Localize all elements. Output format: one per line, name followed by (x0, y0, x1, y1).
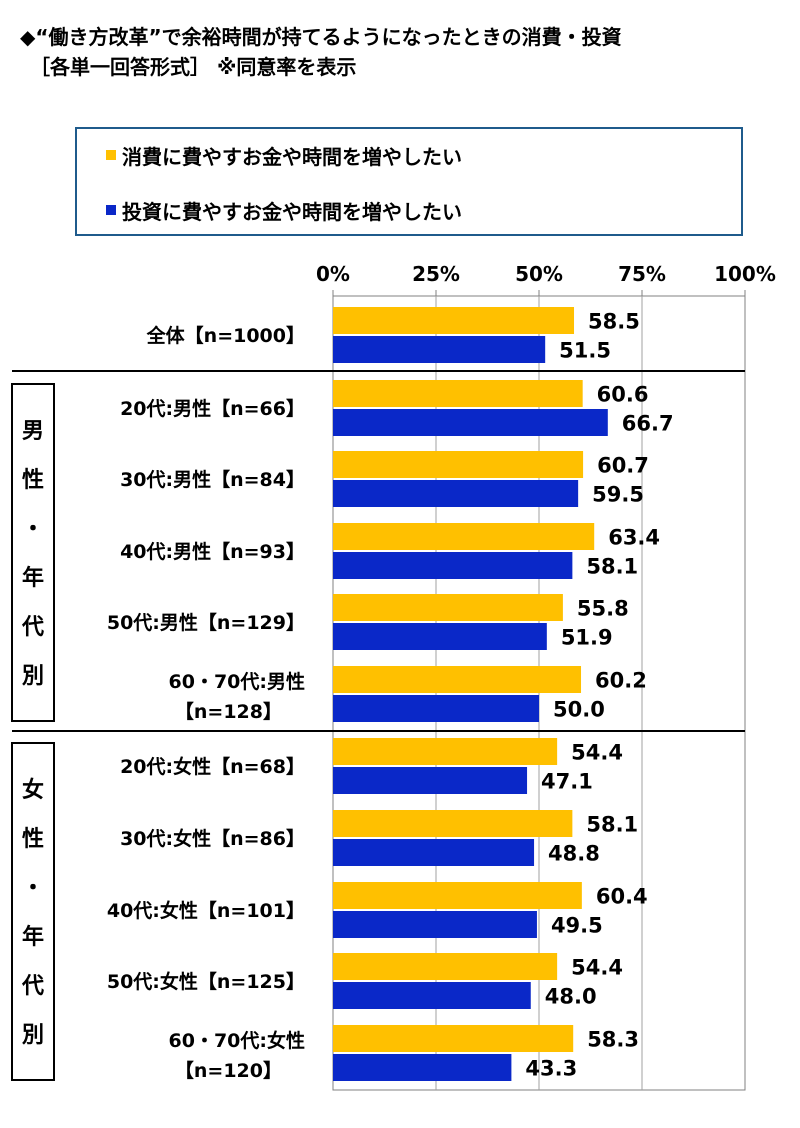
x-tick-label: 75% (618, 262, 666, 286)
data-label: 49.5 (551, 914, 603, 938)
category-label: 50代:男性【n=129】 (107, 611, 305, 634)
legend-label-investment: 投資に費やすお金や時間を増やしたい (122, 199, 462, 224)
group-label-char: ・ (22, 876, 44, 901)
bar-consumption (333, 451, 584, 478)
bar-investment (333, 982, 531, 1009)
group-label-char: 代 (21, 974, 44, 999)
group-label-char: 別 (22, 664, 44, 689)
data-label: 48.0 (545, 985, 597, 1009)
bar-consumption (333, 307, 575, 334)
group-label-char: 年 (22, 924, 44, 950)
group-label-char: 性 (22, 468, 44, 493)
bar-investment (333, 623, 547, 650)
bar-consumption (333, 1025, 574, 1052)
category-label: 30代:男性【n=84】 (120, 468, 305, 491)
bar-investment (333, 336, 546, 363)
data-label: 54.4 (571, 956, 623, 980)
category-label: 60・70代:男性 (169, 670, 305, 693)
category-label: 20代:男性【n=66】 (120, 397, 305, 420)
bar-consumption (333, 380, 583, 407)
data-label: 58.1 (586, 555, 638, 579)
group-label-char: 別 (22, 1023, 44, 1048)
bar-investment (333, 480, 579, 507)
category-label: 30代:女性【n=86】 (120, 827, 305, 850)
bar-investment (333, 911, 537, 938)
group-label-char: ・ (22, 517, 44, 542)
group-box (11, 742, 55, 1081)
chart-title: ◆“働き方改革”で余裕時間が持てるようになったときの消費・投資 ［各単一回答形式… (20, 25, 622, 79)
data-label: 43.3 (525, 1057, 577, 1081)
data-label: 51.5 (559, 339, 611, 363)
legend-item-consumption: 消費に費やすお金や時間を増やしたい (106, 140, 462, 170)
data-label: 60.7 (597, 454, 649, 478)
legend (75, 127, 743, 236)
bar-investment (333, 839, 535, 866)
bar-consumption (333, 882, 582, 909)
bar-investment (333, 1054, 512, 1081)
data-label: 59.5 (592, 483, 644, 507)
legend-label-consumption: 消費に費やすお金や時間を増やしたい (122, 144, 462, 169)
bar-investment (333, 767, 528, 794)
group-label-char: 性 (22, 827, 44, 852)
x-tick-label: 25% (412, 262, 460, 286)
group-label-char: 代 (21, 615, 44, 640)
bar-consumption (333, 666, 582, 693)
x-tick-label: 100% (714, 262, 776, 286)
category-label: 【n=120】 (175, 1059, 282, 1082)
group-label-char: 年 (22, 565, 44, 591)
data-label: 60.4 (596, 885, 648, 909)
category-label: 40代:女性【n=101】 (107, 899, 305, 922)
x-tick-label: 0% (316, 262, 350, 286)
x-tick-label: 50% (515, 262, 563, 286)
group-label-char: 女 (22, 777, 44, 803)
bar-investment (333, 409, 608, 436)
bar-investment (333, 695, 539, 722)
data-label: 60.6 (597, 383, 649, 407)
legend-swatch-consumption (106, 150, 116, 160)
data-label: 55.8 (577, 597, 629, 621)
category-label: 【n=128】 (175, 700, 282, 723)
data-label: 50.0 (553, 698, 605, 722)
data-label: 54.4 (571, 741, 623, 765)
category-label: 60・70代:女性 (169, 1029, 305, 1052)
data-label: 58.5 (588, 310, 640, 334)
data-label: 47.1 (541, 770, 593, 794)
category-label: 50代:女性【n=125】 (107, 970, 305, 993)
bar-consumption (333, 953, 558, 980)
category-label: 40代:男性【n=93】 (120, 540, 305, 563)
bar-investment (333, 552, 573, 579)
data-label: 58.3 (587, 1028, 639, 1052)
data-label: 48.8 (548, 842, 600, 866)
legend-item-investment: 投資に費やすお金や時間を増やしたい (106, 195, 462, 225)
group-label-char: 男 (22, 419, 44, 444)
data-label: 58.1 (586, 813, 638, 837)
group-box (11, 383, 55, 722)
data-label: 60.2 (595, 669, 647, 693)
data-label: 51.9 (561, 626, 613, 650)
legend-swatch-investment (106, 205, 116, 215)
bar-consumption (333, 810, 573, 837)
bar-consumption (333, 523, 595, 550)
bar-consumption (333, 738, 558, 765)
data-label: 66.7 (622, 412, 674, 436)
category-label: 20代:女性【n=68】 (120, 755, 305, 778)
data-label: 63.4 (608, 526, 660, 550)
category-label: 全体【n=1000】 (146, 324, 305, 347)
bar-consumption (333, 594, 563, 621)
